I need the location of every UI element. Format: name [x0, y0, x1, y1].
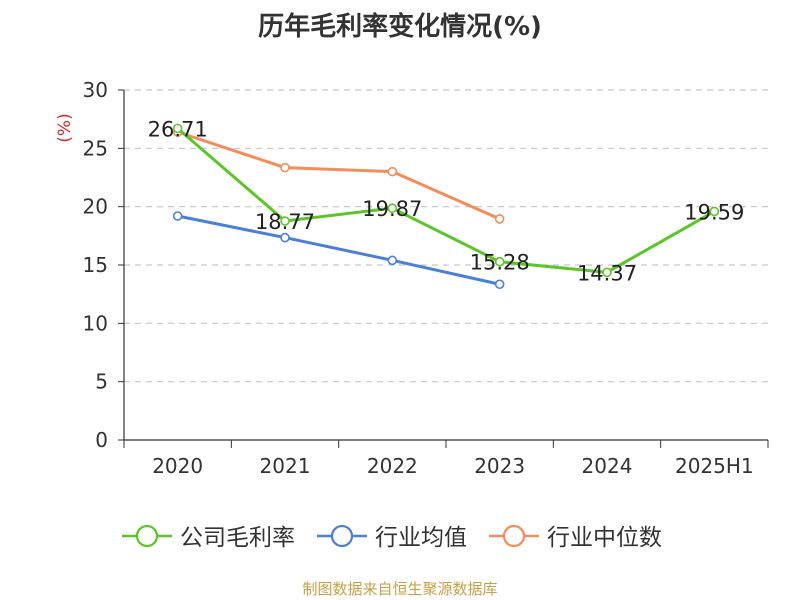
x-tick-label: 2024: [582, 454, 633, 478]
legend-label: 行业中位数: [547, 525, 662, 551]
y-tick-label: 20: [83, 195, 108, 219]
data-point: [172, 211, 183, 221]
data-point: [494, 214, 505, 224]
data-point: [494, 279, 505, 290]
data-point: [387, 166, 398, 177]
data-label: 19.59: [684, 200, 744, 224]
y-tick-label: 15: [83, 253, 108, 277]
x-tick-label: 2020: [152, 454, 203, 478]
x-tick-label: 2025H1: [675, 454, 754, 478]
series-line: [177, 214, 500, 286]
data-label: 19.87: [362, 197, 422, 221]
legend: 公司毛利率 行业均值 行业中位数: [122, 524, 662, 551]
grid-layer: [124, 89, 768, 383]
y-tick-label: 0: [95, 428, 108, 452]
data-point: [387, 255, 398, 266]
legend-label: 行业均值: [375, 525, 467, 551]
chart-title: 历年毛利率变化情况(%): [258, 12, 542, 42]
data-label: 14.37: [577, 261, 637, 285]
y-axis-label: (%): [55, 113, 75, 142]
y-tick-label: 10: [83, 311, 108, 335]
data-label: 26.71: [148, 117, 208, 141]
data-point: [602, 267, 612, 278]
source-note: 制图数据来自恒生聚源数据库: [302, 580, 498, 598]
data-point: [172, 123, 183, 134]
y-tick-label: 25: [83, 136, 108, 160]
legend-marker: [502, 524, 526, 548]
data-labels-layer: 26.71 18.77 19.87 15.28 14.37 19.59: [148, 117, 745, 285]
axes-layer: 0 5 10 15 20 25 30 2020 2021 2022 2023 2024 2025H1 (%…: [55, 78, 769, 478]
x-tick-label: 2021: [260, 454, 311, 478]
series-line: [176, 127, 716, 274]
data-point: [494, 256, 505, 267]
y-tick-label: 30: [83, 78, 108, 102]
data-label: 18.77: [255, 210, 315, 234]
data-point: [709, 206, 720, 217]
x-tick-label: 2022: [367, 454, 418, 478]
data-point: [387, 203, 398, 213]
series-layer: [172, 123, 720, 290]
data-point: [280, 162, 290, 173]
data-point: [280, 232, 290, 243]
legend-label: 公司毛利率: [180, 525, 295, 551]
series-line: [177, 130, 501, 221]
data-point: [280, 216, 290, 226]
data-label: 15.28: [470, 251, 530, 275]
legend-marker: [330, 524, 354, 548]
y-tick-label: 5: [95, 370, 108, 394]
x-tick-label: 2023: [474, 454, 525, 478]
legend-marker: [135, 524, 159, 548]
